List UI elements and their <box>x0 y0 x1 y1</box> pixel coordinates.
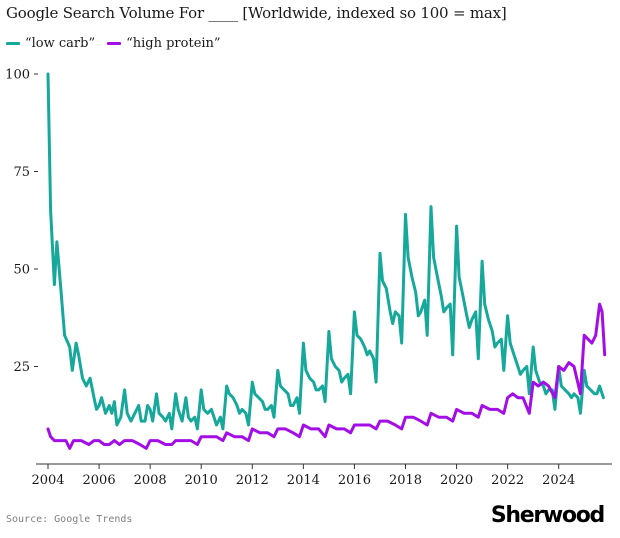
x-tick-label: 2006 <box>83 473 116 488</box>
x-tick-label: 2012 <box>236 473 269 488</box>
legend-label-low-carb: “low carb” <box>25 36 96 51</box>
legend: “low carb” “high protein” <box>6 36 221 51</box>
legend-item-low-carb: “low carb” <box>6 36 95 51</box>
x-tick-label: 2018 <box>389 473 422 488</box>
chart-title: Google Search Volume For ____ [Worldwide… <box>6 4 507 22</box>
x-tick-label: 2016 <box>338 473 371 488</box>
x-tick-label: 2008 <box>134 473 167 488</box>
x-tick-label: 2014 <box>287 473 320 488</box>
x-tick-label: 2020 <box>440 473 473 488</box>
legend-label-high-protein: “high protein” <box>126 36 221 51</box>
x-tick-label: 2004 <box>31 473 64 488</box>
x-tick-label: 2010 <box>185 473 218 488</box>
y-tick-label: 50 <box>13 263 30 278</box>
source-note: Source: Google Trends <box>6 514 133 525</box>
series-line-high-protein <box>46 302 607 450</box>
legend-swatch-low-carb <box>6 42 20 45</box>
y-tick-label: 25 <box>13 360 30 375</box>
y-tick-label: 100 <box>5 68 30 83</box>
x-tick-label: 2024 <box>542 473 575 488</box>
y-tick-label: 75 <box>13 165 30 180</box>
legend-swatch-high-protein <box>107 42 122 45</box>
legend-item-high-protein: “high protein” <box>107 36 221 51</box>
x-tick-label: 2022 <box>491 473 524 488</box>
brand-logo: Sherwood <box>490 503 605 528</box>
series-line-low-carb <box>46 72 605 431</box>
